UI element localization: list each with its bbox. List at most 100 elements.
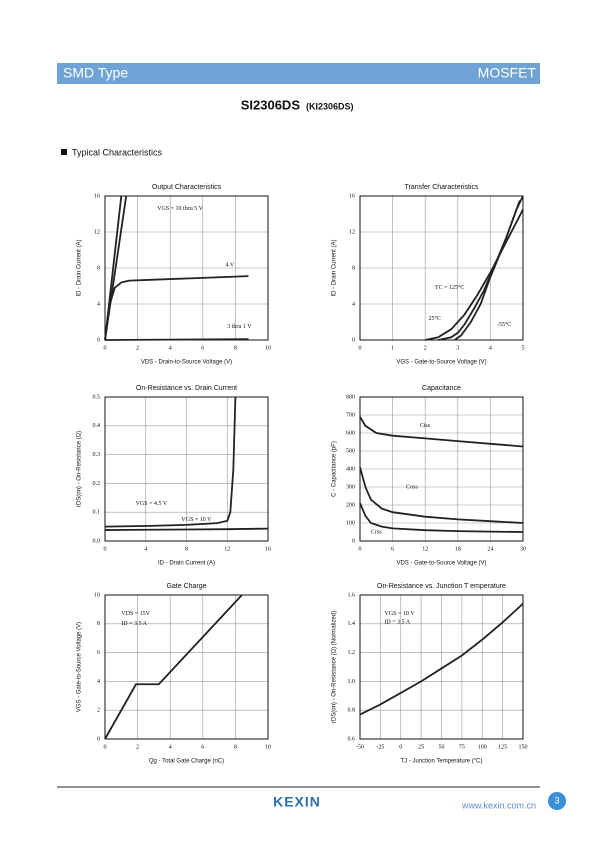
y-tick-label: 12 bbox=[349, 229, 355, 235]
header-left: SMD Type bbox=[63, 65, 128, 81]
y-tick-label: 600 bbox=[346, 430, 355, 436]
x-tick-label: 8 bbox=[234, 345, 237, 351]
x-axis-label: VGS - Gate-to-Source Voltage (V) bbox=[396, 360, 486, 366]
x-axis-label: VDS - Drain-to-Source Voltage (V) bbox=[141, 360, 232, 366]
x-tick-label: 12 bbox=[422, 546, 428, 552]
y-axis-label: rDS(on) - On-Resistance (Ω) bbox=[77, 431, 83, 507]
annotation: 4 V bbox=[226, 263, 235, 269]
y-tick-label: 0 bbox=[352, 337, 355, 343]
curve bbox=[104, 275, 249, 341]
y-tick-label: 0 bbox=[97, 736, 100, 742]
x-tick-label: 10 bbox=[265, 744, 271, 750]
y-tick-label: 500 bbox=[346, 448, 355, 454]
y-tick-label: 8 bbox=[97, 621, 100, 627]
bullet bbox=[61, 149, 67, 155]
annotation: VGS = 10 thru 5 V bbox=[157, 206, 203, 212]
y-tick-label: 4 bbox=[97, 301, 100, 307]
y-tick-label: 0.3 bbox=[93, 452, 101, 458]
x-tick-label: 1 bbox=[391, 345, 394, 351]
footer-url: www.kexin.com.cn bbox=[461, 800, 536, 810]
y-tick-label: 100 bbox=[346, 520, 355, 526]
x-tick-label: 25 bbox=[418, 744, 424, 750]
x-tick-label: 12 bbox=[224, 546, 230, 552]
x-tick-label: 2 bbox=[136, 744, 139, 750]
y-tick-label: 0.2 bbox=[93, 481, 101, 487]
x-tick-label: 16 bbox=[265, 546, 271, 552]
x-tick-label: -25 bbox=[376, 744, 384, 750]
x-tick-label: 4 bbox=[169, 345, 172, 351]
y-tick-label: 16 bbox=[349, 193, 355, 199]
footer-logo: KEXIN bbox=[273, 794, 321, 810]
header-bar bbox=[57, 63, 540, 84]
chart-title: Gate Charge bbox=[166, 583, 206, 590]
y-tick-label: 700 bbox=[346, 412, 355, 418]
y-tick-label: 12 bbox=[94, 229, 100, 235]
x-axis-label: Qg - Total Gate Charge (nC) bbox=[149, 759, 224, 765]
x-tick-label: -50 bbox=[356, 744, 364, 750]
y-tick-label: 4 bbox=[352, 301, 355, 307]
x-tick-label: 2 bbox=[424, 345, 427, 351]
y-axis-label: rDS(on) - On-Resistance (Ω) (Normalized) bbox=[332, 611, 338, 723]
y-axis-label: ID - Drain Current (A) bbox=[332, 239, 338, 296]
x-tick-label: 50 bbox=[439, 744, 445, 750]
x-tick-label: 0 bbox=[399, 744, 402, 750]
y-tick-label: 0.4 bbox=[93, 423, 101, 429]
y-axis-label: VGS - Gate-to-Source Voltage (V) bbox=[77, 622, 83, 712]
curve bbox=[359, 466, 524, 524]
x-tick-label: 8 bbox=[185, 546, 188, 552]
y-tick-label: 0.5 bbox=[93, 394, 101, 400]
x-tick-label: 75 bbox=[459, 744, 465, 750]
plot-frame bbox=[104, 396, 269, 542]
chart-title: Output Characteristics bbox=[152, 184, 222, 191]
chart-title: On-Resistance vs. Drain Current bbox=[136, 385, 237, 392]
y-tick-label: 8 bbox=[97, 265, 100, 271]
x-axis-label: TJ - Junction Temperature (°C) bbox=[401, 759, 483, 765]
x-axis-label: ID - Drain Current (A) bbox=[158, 561, 215, 567]
y-tick-label: 0 bbox=[97, 337, 100, 343]
x-tick-label: 8 bbox=[234, 744, 237, 750]
chart-title: On-Resistance vs. Junction T emperature bbox=[377, 583, 506, 590]
y-tick-label: 300 bbox=[346, 484, 355, 490]
y-axis-label: ID - Drain Current (A) bbox=[77, 239, 83, 296]
curve bbox=[359, 502, 524, 533]
curve bbox=[359, 602, 524, 716]
x-tick-label: 2 bbox=[136, 345, 139, 351]
curve bbox=[104, 396, 237, 528]
y-tick-label: 6 bbox=[97, 650, 100, 656]
y-tick-label: 400 bbox=[346, 466, 355, 472]
y-tick-label: 0.0 bbox=[93, 538, 101, 544]
curve bbox=[104, 338, 249, 341]
y-tick-label: 0.8 bbox=[348, 708, 356, 714]
x-tick-label: 125 bbox=[498, 744, 507, 750]
y-axis-label: C - Capacitance (pF) bbox=[332, 441, 338, 497]
annotation: -55°C bbox=[497, 321, 511, 328]
header-right: MOSFET bbox=[478, 65, 537, 81]
x-tick-label: 10 bbox=[265, 345, 271, 351]
x-tick-label: 5 bbox=[522, 345, 525, 351]
x-axis-label: VDS - Gate-to-Source Voltage (V) bbox=[396, 561, 486, 567]
y-tick-label: 200 bbox=[346, 502, 355, 508]
annotation: ID = 3.5 A bbox=[384, 620, 410, 626]
chart-title: Transfer Characteristics bbox=[404, 184, 479, 191]
chart-title: Capacitance bbox=[422, 385, 461, 392]
annotation: VDS = 15V bbox=[121, 611, 150, 617]
x-tick-label: 0 bbox=[359, 345, 362, 351]
part-alt: (KI2306DS) bbox=[306, 101, 354, 111]
y-tick-label: 0 bbox=[352, 538, 355, 544]
x-tick-label: 6 bbox=[201, 345, 204, 351]
section-title: Typical Characteristics bbox=[72, 147, 163, 157]
page-badge bbox=[548, 792, 566, 810]
y-tick-label: 16 bbox=[94, 193, 100, 199]
y-tick-label: 10 bbox=[94, 592, 100, 598]
x-tick-label: 0 bbox=[104, 744, 107, 750]
x-tick-label: 0 bbox=[104, 546, 107, 552]
x-tick-label: 100 bbox=[478, 744, 487, 750]
curve bbox=[359, 416, 524, 448]
plot-frame bbox=[104, 594, 269, 740]
y-tick-label: 1.0 bbox=[348, 679, 356, 685]
curve bbox=[104, 594, 243, 740]
y-tick-label: 0.6 bbox=[348, 736, 356, 742]
y-tick-label: 8 bbox=[352, 265, 355, 271]
